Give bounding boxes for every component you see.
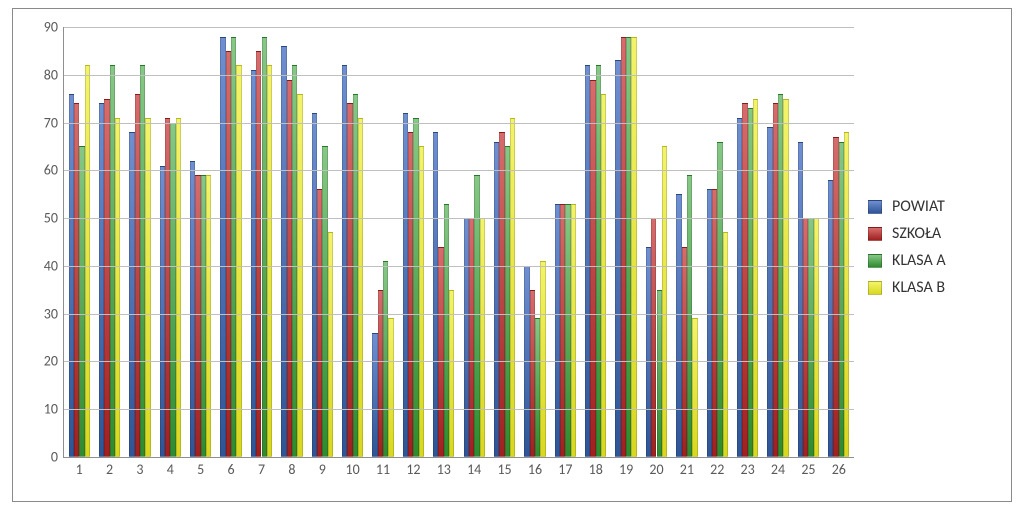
gridline [64,123,854,124]
legend-item: SZKOŁA [868,224,998,243]
legend-label: POWIAT [892,197,945,216]
legend-swatch [868,227,882,241]
y-tick-label: 70 [44,114,64,131]
legend-label: SZKOŁA [892,224,941,243]
x-tick-label: 7 [258,457,265,478]
bar [480,218,485,457]
x-tick-label: 10 [346,457,360,478]
bar [267,65,272,457]
y-tick-label: 90 [44,19,64,36]
y-tick-label: 10 [44,401,64,418]
x-tick-label: 6 [228,457,235,478]
x-tick-label: 26 [832,457,846,478]
x-tick-label: 17 [558,457,572,478]
y-tick-label: 80 [44,66,64,83]
legend-label: KLASA B [892,278,945,297]
legend-swatch [868,281,882,295]
legend-item: KLASA B [868,278,998,297]
bar [419,146,424,457]
bar [571,204,576,457]
bar [753,99,758,457]
bar [510,118,515,457]
bar [297,94,302,457]
gridline [64,409,854,410]
legend-label: KLASA A [892,251,946,270]
bar [115,118,120,457]
bar [662,146,667,457]
bar [601,94,606,457]
gridline [64,361,854,362]
bar [631,37,636,457]
legend-item: POWIAT [868,197,998,216]
bar [449,290,454,457]
x-tick-label: 23 [741,457,755,478]
legend: POWIAT SZKOŁA KLASA A KLASA B [868,189,998,305]
plot-area: 0102030405060708090123456789101112131415… [63,27,854,458]
bar [176,118,181,457]
x-tick-label: 24 [771,457,785,478]
gridline [64,266,854,267]
x-tick-label: 22 [710,457,724,478]
gridline [64,27,854,28]
legend-item: KLASA A [868,251,998,270]
x-tick-label: 14 [467,457,481,478]
x-tick-label: 5 [197,457,204,478]
gridline [64,170,854,171]
x-tick-label: 2 [106,457,113,478]
x-tick-label: 9 [319,457,326,478]
bar [388,318,393,457]
gridline [64,218,854,219]
x-tick-label: 12 [406,457,420,478]
x-tick-label: 16 [528,457,542,478]
bars-layer [64,27,854,457]
x-tick-label: 4 [167,457,174,478]
x-tick-label: 3 [136,457,143,478]
x-tick-label: 8 [288,457,295,478]
bar [814,218,819,457]
legend-swatch [868,200,882,214]
bar [783,99,788,457]
x-tick-label: 13 [437,457,451,478]
x-tick-label: 25 [801,457,815,478]
y-tick-label: 0 [51,449,64,466]
y-tick-label: 60 [44,162,64,179]
bar [85,65,90,457]
legend-swatch [868,254,882,268]
y-tick-label: 30 [44,305,64,322]
bar [145,118,150,457]
y-tick-label: 20 [44,353,64,370]
gridline [64,314,854,315]
plot-outer: 0102030405060708090123456789101112131415… [13,9,1011,501]
bar [236,65,241,457]
x-tick-label: 18 [589,457,603,478]
x-tick-label: 21 [680,457,694,478]
x-tick-label: 20 [649,457,663,478]
x-tick-label: 11 [376,457,390,478]
y-tick-label: 50 [44,210,64,227]
gridline [64,75,854,76]
bar [692,318,697,457]
x-tick-label: 15 [497,457,511,478]
y-tick-label: 40 [44,257,64,274]
x-tick-label: 1 [76,457,83,478]
bar [358,118,363,457]
bar [540,261,545,457]
x-tick-label: 19 [619,457,633,478]
chart-frame: 0102030405060708090123456789101112131415… [12,8,1012,502]
